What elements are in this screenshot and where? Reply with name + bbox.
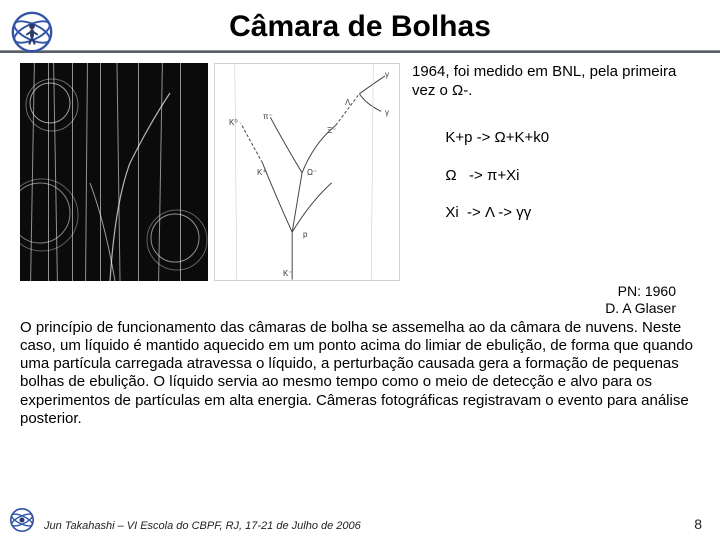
label-k0: K⁰ [229, 118, 238, 127]
attribution-block: PN: 1960 D. A Glaser [20, 283, 700, 317]
footer-text: Jun Takahashi – VI Escola do CBPF, RJ, 1… [44, 520, 361, 532]
equation-3: Xi -> Λ -> γγ [445, 204, 531, 221]
side-text-block: 1964, foi medido em BNL, pela primeira v… [406, 63, 700, 252]
label-pi: π⁻ [263, 112, 273, 121]
label-p: p [303, 230, 307, 239]
label-lambda: Λ [345, 98, 350, 107]
attribution-line2: D. A Glaser [605, 300, 676, 316]
page-number: 8 [694, 516, 702, 532]
label-kminus: K⁻ [283, 269, 293, 278]
equation-2: Ω -> π+Xi [445, 167, 519, 184]
institution-logo-top [8, 8, 56, 56]
label-omega: Ω⁻ [307, 168, 317, 177]
label-kplus: K⁺ [257, 168, 267, 177]
attribution-line1: PN: 1960 [618, 283, 676, 299]
intro-text: 1964, foi medido em BNL, pela primeira v… [412, 63, 700, 101]
label-gamma1: γ [385, 70, 389, 79]
equation-1: K+p -> Ω+K+k0 [445, 129, 549, 146]
page-title: Câmara de Bolhas [0, 0, 720, 44]
label-xi: Ξ⁻ [327, 126, 336, 135]
body-paragraph: O princípio de funcionamento das câmaras… [0, 317, 720, 429]
event-diagram: K⁻ p K⁰ K⁺ Ω⁻ π⁻ Ξ⁻ Λ γ γ [214, 63, 400, 281]
label-gamma2: γ [385, 108, 389, 117]
institution-logo-bottom [8, 506, 36, 534]
bubble-chamber-photo [20, 63, 208, 281]
content-region: K⁻ p K⁰ K⁺ Ω⁻ π⁻ Ξ⁻ Λ γ γ 1964, foi medi… [0, 53, 720, 317]
